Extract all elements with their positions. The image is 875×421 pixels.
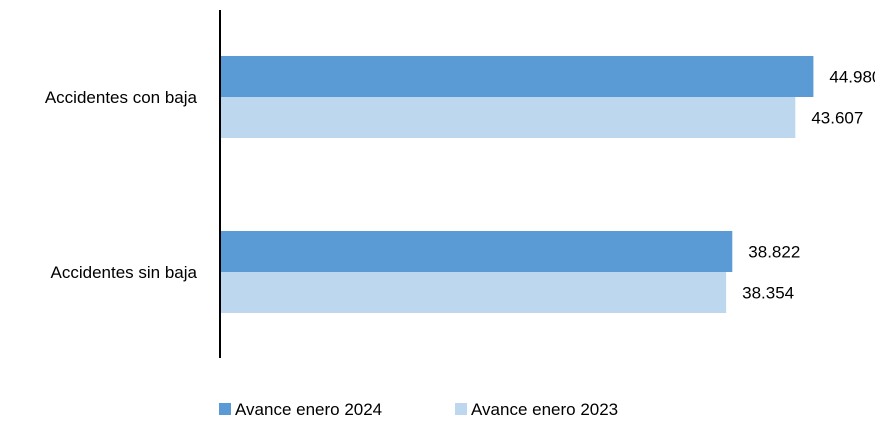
legend-swatch: [219, 403, 231, 415]
data-label: 38.822: [748, 243, 800, 262]
legend: Avance enero 2024 Avance enero 2023: [219, 400, 618, 419]
legend-swatch: [455, 403, 467, 415]
data-label: 38.354: [742, 284, 794, 303]
legend-label: Avance enero 2024: [235, 400, 382, 419]
value-labels: 44.980 43.607 38.822 38.354: [742, 68, 875, 303]
legend-label: Avance enero 2023: [471, 400, 618, 419]
bar-series-2023-con-baja: [221, 97, 796, 138]
category-label: Accidentes sin baja: [51, 263, 198, 282]
category-labels: Accidentes con baja Accidentes sin baja: [45, 88, 198, 282]
bars-group: [221, 56, 814, 313]
data-label: 44.980: [829, 68, 875, 87]
bar-series-2024-sin-baja: [221, 231, 733, 272]
bar-series-2024-con-baja: [221, 56, 814, 97]
bar-series-2023-sin-baja: [221, 272, 727, 313]
data-label: 43.607: [811, 109, 863, 128]
category-label: Accidentes con baja: [45, 88, 198, 107]
